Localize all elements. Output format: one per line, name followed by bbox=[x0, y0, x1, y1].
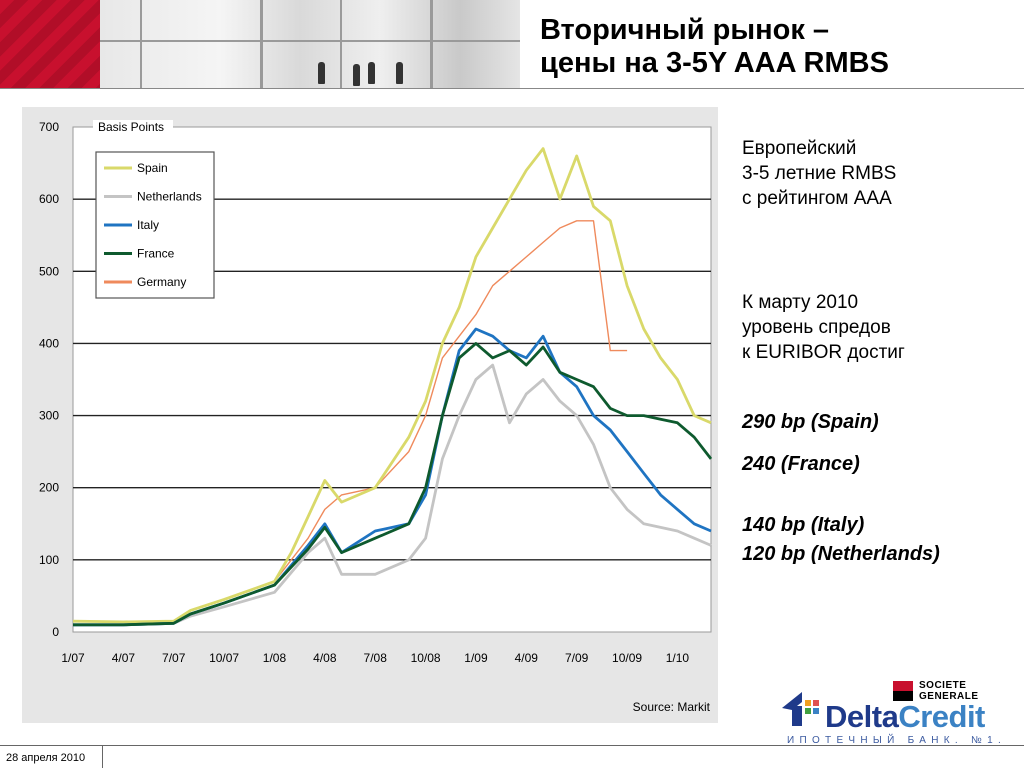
photo-beam bbox=[140, 0, 142, 88]
axis-title: Basis Points bbox=[98, 120, 164, 134]
y-tick-500: 500 bbox=[39, 264, 59, 278]
legend-label-france: France bbox=[137, 247, 175, 261]
legend-label-spain: Spain bbox=[137, 161, 168, 175]
legend-label-germany: Germany bbox=[137, 275, 186, 289]
photo-beam bbox=[340, 0, 342, 88]
x-tick-10-07: 10/07 bbox=[209, 651, 239, 665]
y-tick-700: 700 bbox=[39, 120, 59, 134]
x-axis-ticks: 1/07 4/07 7/07 10/07 1/08 4/08 7/08 10/08 1/09 4/… bbox=[61, 651, 689, 665]
x-tick-7-08: 7/08 bbox=[364, 651, 388, 665]
deltacredit-house-icon bbox=[782, 692, 819, 726]
y-tick-400: 400 bbox=[39, 336, 59, 350]
photo-beam bbox=[260, 0, 263, 88]
photo-person bbox=[396, 62, 403, 84]
side-block-2-line-3: к EURIBOR достиг bbox=[742, 342, 905, 363]
side-block-2-line-2: уровень спредов bbox=[742, 317, 891, 338]
x-tick-1-07: 1/07 bbox=[61, 651, 85, 665]
x-tick-10-08: 10/08 bbox=[411, 651, 441, 665]
dc-credit: Credit bbox=[898, 699, 985, 734]
spread-france: 240 (France) bbox=[742, 453, 860, 475]
photo-person bbox=[318, 62, 325, 84]
series-line-spain bbox=[72, 147, 712, 624]
side-block-2: К марту 2010 уровень спредов к EURIBOR д… bbox=[742, 290, 905, 365]
title-line-2: цены на 3-5Y AAA RMBS bbox=[540, 47, 889, 79]
x-tick-4-09: 4/09 bbox=[515, 651, 539, 665]
title-line-1: Вторичный рынок – bbox=[540, 14, 830, 46]
spread-netherlands: 120 bp (Netherlands) bbox=[742, 543, 940, 565]
x-tick-4-08: 4/08 bbox=[313, 651, 337, 665]
series-layer bbox=[72, 147, 713, 627]
series-line-france bbox=[73, 342, 713, 627]
photo-beam bbox=[430, 0, 433, 88]
y-tick-200: 200 bbox=[39, 481, 59, 495]
page-title: Вторичный рынок – цены на 3-5Y AAA RMBS bbox=[540, 14, 1010, 80]
footer-bar bbox=[0, 745, 1024, 769]
x-tick-4-07: 4/07 bbox=[112, 651, 136, 665]
x-tick-1-10: 1/10 bbox=[666, 651, 690, 665]
header-divider bbox=[0, 88, 1024, 89]
x-tick-10-09: 10/09 bbox=[612, 651, 642, 665]
sg-line-2: GENERALE bbox=[919, 691, 979, 702]
footer-date: 28 апреля 2010 bbox=[6, 752, 86, 764]
deltacredit-wordmark: DeltaCredit bbox=[825, 700, 985, 734]
y-tick-300: 300 bbox=[39, 409, 59, 423]
x-tick-7-07: 7/07 bbox=[162, 651, 186, 665]
chart-source: Source: Markit bbox=[633, 700, 711, 714]
societe-generale-name: SOCIETE GENERALE bbox=[919, 680, 979, 702]
deltacredit-tagline: ИПОТЕЧНЫЙ БАНК. №1. bbox=[787, 735, 1007, 746]
header-red-panel bbox=[0, 0, 100, 88]
photo-beam bbox=[100, 40, 520, 42]
dc-delta: Delta bbox=[825, 699, 899, 734]
spread-line-chart: 0 100 200 300 400 500 600 700 1/07 4/07 7/07 10/07… bbox=[22, 107, 718, 723]
header-photo bbox=[0, 0, 520, 88]
series-line-netherlands bbox=[73, 363, 712, 627]
x-tick-1-09: 1/09 bbox=[464, 651, 488, 665]
side-block-1-line-3: с рейтингом AAA bbox=[742, 188, 892, 209]
sg-line-1: SOCIETE bbox=[919, 680, 967, 691]
y-tick-600: 600 bbox=[39, 192, 59, 206]
side-block-1: Европейский 3-5 летние RMBS с рейтингом … bbox=[742, 136, 896, 211]
spread-spain: 290 bp (Spain) bbox=[742, 411, 879, 433]
legend-label-netherlands: Netherlands bbox=[137, 190, 202, 204]
axis-title-bg bbox=[93, 120, 173, 134]
spread-italy: 140 bp (Italy) bbox=[742, 514, 865, 536]
photo-person bbox=[368, 62, 375, 84]
y-tick-0: 0 bbox=[52, 625, 59, 639]
y-axis-ticks: 0 100 200 300 400 500 600 700 bbox=[39, 120, 59, 639]
side-block-1-line-2: 3-5 летние RMBS bbox=[742, 163, 897, 184]
photo-person bbox=[353, 64, 360, 86]
societe-generale-logo-icon bbox=[893, 681, 913, 701]
footer-divider bbox=[102, 745, 103, 768]
side-block-2-line-1: К марту 2010 bbox=[742, 292, 859, 313]
legend: Spain Netherlands Italy France Germany bbox=[104, 161, 202, 289]
x-tick-7-09: 7/09 bbox=[565, 651, 589, 665]
x-tick-1-08: 1/08 bbox=[263, 651, 287, 665]
y-tick-100: 100 bbox=[39, 553, 59, 567]
legend-label-italy: Italy bbox=[137, 218, 159, 232]
side-block-1-line-1: Европейский bbox=[742, 138, 857, 159]
